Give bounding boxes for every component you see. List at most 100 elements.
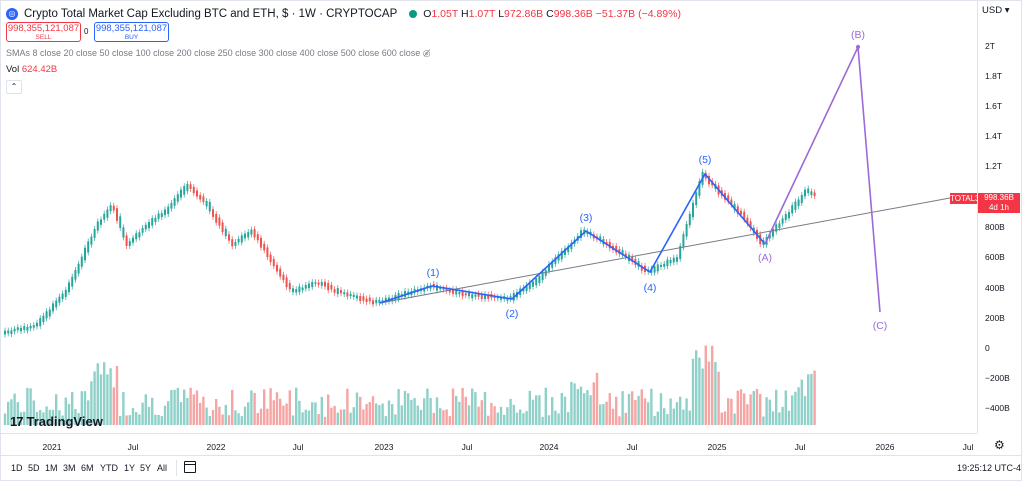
trendline[interactable] [379, 197, 951, 304]
candle-body [263, 243, 266, 251]
range-button-1d[interactable]: 1D [11, 463, 23, 473]
candle-body [362, 296, 365, 301]
corrective-wave-line[interactable] [764, 43, 881, 313]
crypto-cap-icon[interactable]: ◎ [6, 8, 18, 20]
bottom-toolbar [0, 455, 1022, 482]
volume-bar [637, 395, 640, 425]
sell-label: SELL [35, 34, 52, 41]
volume-bar [496, 412, 499, 425]
volume-bar [205, 407, 208, 425]
corrective-wave-label[interactable]: (B) [851, 29, 865, 41]
candle-body [708, 176, 710, 185]
corrective-wave-label[interactable]: (A) [758, 252, 772, 264]
time-axis[interactable] [0, 433, 977, 456]
candle-body [810, 191, 813, 196]
volume-bar [666, 414, 669, 425]
time-tick: Jul [127, 442, 139, 452]
candle-body [250, 229, 253, 235]
volume-bar [151, 397, 154, 425]
legend: ◎ Crypto Total Market Cap Excluding BTC … [6, 6, 681, 22]
volume-bar [567, 412, 570, 425]
candle-body [375, 299, 378, 304]
volume-bar [711, 345, 714, 425]
volume-bar [208, 415, 211, 425]
candle-body [660, 265, 662, 267]
impulse-wave-label[interactable]: (4) [643, 282, 657, 294]
candle-body [80, 256, 83, 267]
impulse-wave-label[interactable]: (5) [698, 154, 712, 166]
volume-bar [503, 414, 506, 425]
price-tick: 1.4T [985, 131, 1003, 141]
impulse-wave-label[interactable]: (2) [505, 308, 519, 320]
clock[interactable]: 19:25:12 UTC-4 [957, 463, 1022, 473]
candle-body [205, 200, 208, 207]
impulse-wave-label[interactable]: (1) [426, 267, 440, 279]
volume-bar [746, 404, 749, 425]
candle-body [106, 209, 109, 218]
volume-bar [493, 406, 496, 425]
volume-bar [634, 400, 637, 425]
volume-bar [243, 406, 247, 425]
candle-body [189, 184, 192, 190]
time-tick: Jul [962, 442, 974, 452]
volume-bar [509, 398, 512, 425]
volume-bar [45, 406, 48, 425]
sell-button[interactable]: 998,355,121,087 SELL [6, 22, 81, 42]
range-button-ytd[interactable]: YTD [100, 463, 118, 473]
buy-button[interactable]: 998,355,121,087 BUY [94, 22, 169, 42]
volume-bar [791, 395, 794, 425]
sell-price: 998,355,121,087 [7, 23, 80, 34]
sma-indicator-legend[interactable]: SMAs 8 close 20 close 50 close 100 close… [6, 48, 431, 58]
time-tick: 2025 [707, 442, 727, 452]
volume-bar [141, 402, 144, 425]
tradingview-mark: 17 [10, 414, 24, 429]
market-status-icon[interactable] [409, 10, 418, 18]
volume-bar [813, 370, 816, 425]
chart-title[interactable]: Crypto Total Market Cap Excluding BTC an… [24, 8, 398, 20]
impulse-wave-line[interactable] [379, 172, 766, 304]
range-button-3m[interactable]: 3M [63, 463, 76, 473]
volume-bar [807, 374, 810, 425]
candle-body [525, 285, 528, 292]
calendar-icon[interactable] [184, 461, 196, 473]
volume-bar [103, 362, 106, 425]
candle-body [244, 233, 246, 239]
volume-bar [288, 390, 291, 425]
range-button-5y[interactable]: 5Y [140, 463, 152, 473]
corrective-wave-label[interactable]: (C) [872, 320, 888, 332]
volume-bar [336, 412, 339, 425]
volume-bar [263, 389, 266, 425]
candle-body [160, 213, 163, 218]
volume-bar [131, 408, 135, 425]
impulse-wave-label[interactable]: (3) [579, 212, 593, 224]
volume-bar [231, 389, 234, 425]
collapse-legend-button[interactable]: ⌃ [6, 80, 22, 94]
range-button-5d[interactable]: 5D [28, 463, 40, 473]
candle-body [788, 212, 790, 219]
volume-bar [602, 404, 605, 425]
tradingview-logo[interactable]: 17 TradingView [10, 414, 103, 429]
tradingview-name: TradingView [26, 414, 103, 429]
range-button-6m[interactable]: 6M [81, 463, 94, 473]
hidden-eye-icon[interactable]: ◎̸ [422, 48, 431, 58]
volume-bar [669, 398, 672, 425]
range-button-1m[interactable]: 1M [45, 463, 58, 473]
candle-body [372, 300, 374, 305]
volume-bar [579, 386, 583, 425]
gear-icon[interactable]: ⚙ [994, 438, 1005, 452]
volume-bar [727, 398, 730, 425]
currency-select[interactable]: USD ▾ [982, 5, 1010, 16]
volume-bar [339, 409, 343, 425]
volume-tick: −200B [985, 373, 1010, 383]
volume-bar [592, 382, 595, 425]
range-button-1y[interactable]: 1Y [124, 463, 136, 473]
volume-bar [442, 410, 445, 425]
candle-body [173, 198, 176, 206]
volume-bar [282, 405, 285, 425]
range-button-all[interactable]: All [157, 463, 168, 473]
volume-bar [743, 393, 746, 425]
price-axis[interactable] [977, 0, 1023, 433]
candle-body [247, 232, 250, 238]
volume-legend[interactable]: Vol 624.42B [6, 64, 58, 75]
